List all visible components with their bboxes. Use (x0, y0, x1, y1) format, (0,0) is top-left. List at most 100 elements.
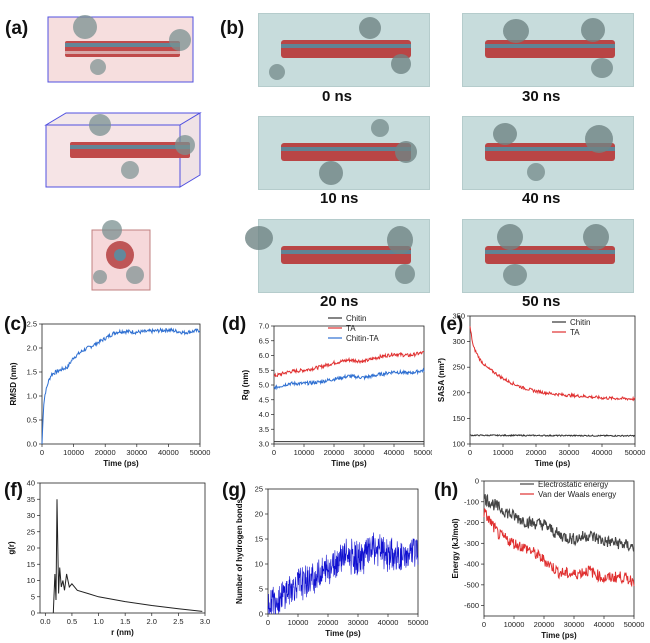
y-tick-label: 300 (452, 337, 465, 346)
y-tick-label: 6.0 (259, 351, 269, 360)
snapshot-10ns (258, 116, 430, 190)
snapshot-label-40ns: 40 ns (522, 190, 561, 207)
simulation-box-perspective (44, 112, 202, 188)
snapshot-label-10ns: 10 ns (320, 190, 359, 207)
y-tick-label: 0 (475, 477, 479, 486)
x-tick-label: 20000 (95, 448, 116, 457)
x-tick-label: 10000 (63, 448, 84, 457)
snapshot-20ns (245, 219, 430, 293)
panel-label-d: (d) (222, 314, 247, 335)
y-tick-label: 0.0 (27, 440, 37, 449)
x-tick-label: 50000 (624, 620, 645, 629)
y-tick-label: 25 (27, 527, 35, 536)
x-axis-label: Time (ps) (331, 459, 367, 468)
y-tick-label: 250 (452, 363, 465, 372)
x-tick-label: 20000 (534, 620, 555, 629)
x-tick-label: 40000 (378, 618, 399, 627)
y-tick-label: 5.0 (259, 381, 269, 390)
x-tick-label: 20000 (526, 448, 547, 457)
y-tick-label: 3.5 (259, 425, 269, 434)
y-tick-label: 10 (27, 576, 35, 585)
x-tick-label: 40000 (384, 448, 405, 457)
y-tick-label: 20 (27, 544, 35, 553)
x-tick-label: 0 (40, 448, 44, 457)
x-tick-label: 30000 (126, 448, 147, 457)
x-tick-label: 30000 (354, 448, 375, 457)
chart-hbonds: 0 10000 20000 30000 40000 50000 0 5 10 15 20 25 Time… (235, 485, 429, 639)
y-axis-label: RMSD (nm) (9, 362, 18, 405)
legend-label: Chitin (570, 318, 590, 327)
plot-frame (273, 325, 425, 445)
y-axis-label: g(r) (7, 541, 16, 555)
y-tick-label: 150 (452, 414, 465, 423)
y-tick-label: 4.0 (259, 410, 269, 419)
x-tick-label: 0.5 (67, 617, 77, 626)
snapshot-label-30ns: 30 ns (522, 88, 561, 105)
series-line-chitin (469, 433, 636, 438)
series-line-van-der-waals-energy (483, 508, 635, 588)
y-tick-label: 6.5 (259, 336, 269, 345)
y-tick-label: 3.0 (259, 440, 269, 449)
y-tick-label: 0 (259, 610, 263, 619)
panel-label-c: (c) (4, 314, 28, 335)
y-tick-label: 40 (27, 479, 35, 488)
x-axis-label: Time (ps) (325, 629, 361, 638)
y-tick-label: -600 (464, 601, 479, 610)
y-tick-label: 7.0 (259, 322, 269, 331)
y-tick-label: -400 (464, 560, 479, 569)
panel-label-f: (f) (4, 480, 23, 501)
series-line-rmsd (41, 327, 201, 445)
plot-frame (483, 480, 635, 617)
y-tick-label: 350 (452, 312, 465, 321)
chart-energy: 0 10000 20000 30000 40000 50000 0 -100 -200 -300 -… (451, 477, 645, 641)
x-tick-label: 1.5 (120, 617, 130, 626)
plot-frame (41, 323, 201, 445)
snapshot-40ns (462, 116, 634, 190)
y-tick-label: 10 (255, 560, 263, 569)
y-axis-label: Energy (kJ/mol) (451, 518, 460, 578)
x-tick-label: 10000 (504, 620, 525, 629)
series-line-g-r- (52, 499, 203, 614)
y-axis-label: Rg (nm) (241, 370, 250, 401)
snapshot-label-0ns: 0 ns (322, 88, 353, 105)
series-line-ta (469, 326, 636, 402)
x-tick-label: 50000 (408, 618, 429, 627)
y-tick-label: 5 (31, 592, 35, 601)
legend-label: Chitin (346, 314, 366, 323)
panel-label-h: (h) (434, 480, 459, 501)
x-tick-label: 40000 (592, 448, 613, 457)
series-line-chitin-ta (273, 367, 425, 391)
x-axis-label: r (nm) (111, 628, 134, 637)
simulation-box-front (47, 15, 194, 83)
x-tick-label: 30000 (348, 618, 369, 627)
series-line-ta (273, 350, 425, 378)
x-tick-label: 50000 (414, 448, 432, 457)
x-tick-label: 0 (468, 448, 472, 457)
y-tick-label: 5.5 (259, 366, 269, 375)
y-tick-label: 15 (27, 560, 35, 569)
x-tick-label: 30000 (559, 448, 580, 457)
y-tick-label: 0.5 (27, 416, 37, 425)
simulation-box-side (91, 220, 151, 291)
y-tick-label: 2.5 (27, 320, 37, 329)
series-line-h-bonds (267, 532, 419, 615)
y-tick-label: 5 (259, 585, 263, 594)
x-tick-label: 40000 (158, 448, 179, 457)
y-tick-label: -500 (464, 580, 479, 589)
plot-frame (39, 482, 206, 614)
x-tick-label: 10000 (294, 448, 315, 457)
x-tick-label: 3.0 (200, 617, 210, 626)
y-tick-label: 15 (255, 535, 263, 544)
plot-frame (469, 315, 636, 445)
y-axis-label: SASA (nm²) (437, 358, 446, 402)
chart-rmsd: 0 10000 20000 30000 40000 50000 0.0 0.5 1.0 1.5 2.… (9, 320, 210, 469)
panel-label-a: (a) (5, 18, 29, 39)
x-tick-label: 0 (266, 618, 270, 627)
x-axis-label: Time (ps) (541, 631, 577, 640)
snapshot-0ns (258, 13, 430, 87)
y-tick-label: -100 (464, 497, 479, 506)
snapshot-50ns (462, 219, 634, 293)
x-tick-label: 2.5 (173, 617, 183, 626)
plot-frame (267, 488, 419, 615)
y-tick-label: 20 (255, 510, 263, 519)
